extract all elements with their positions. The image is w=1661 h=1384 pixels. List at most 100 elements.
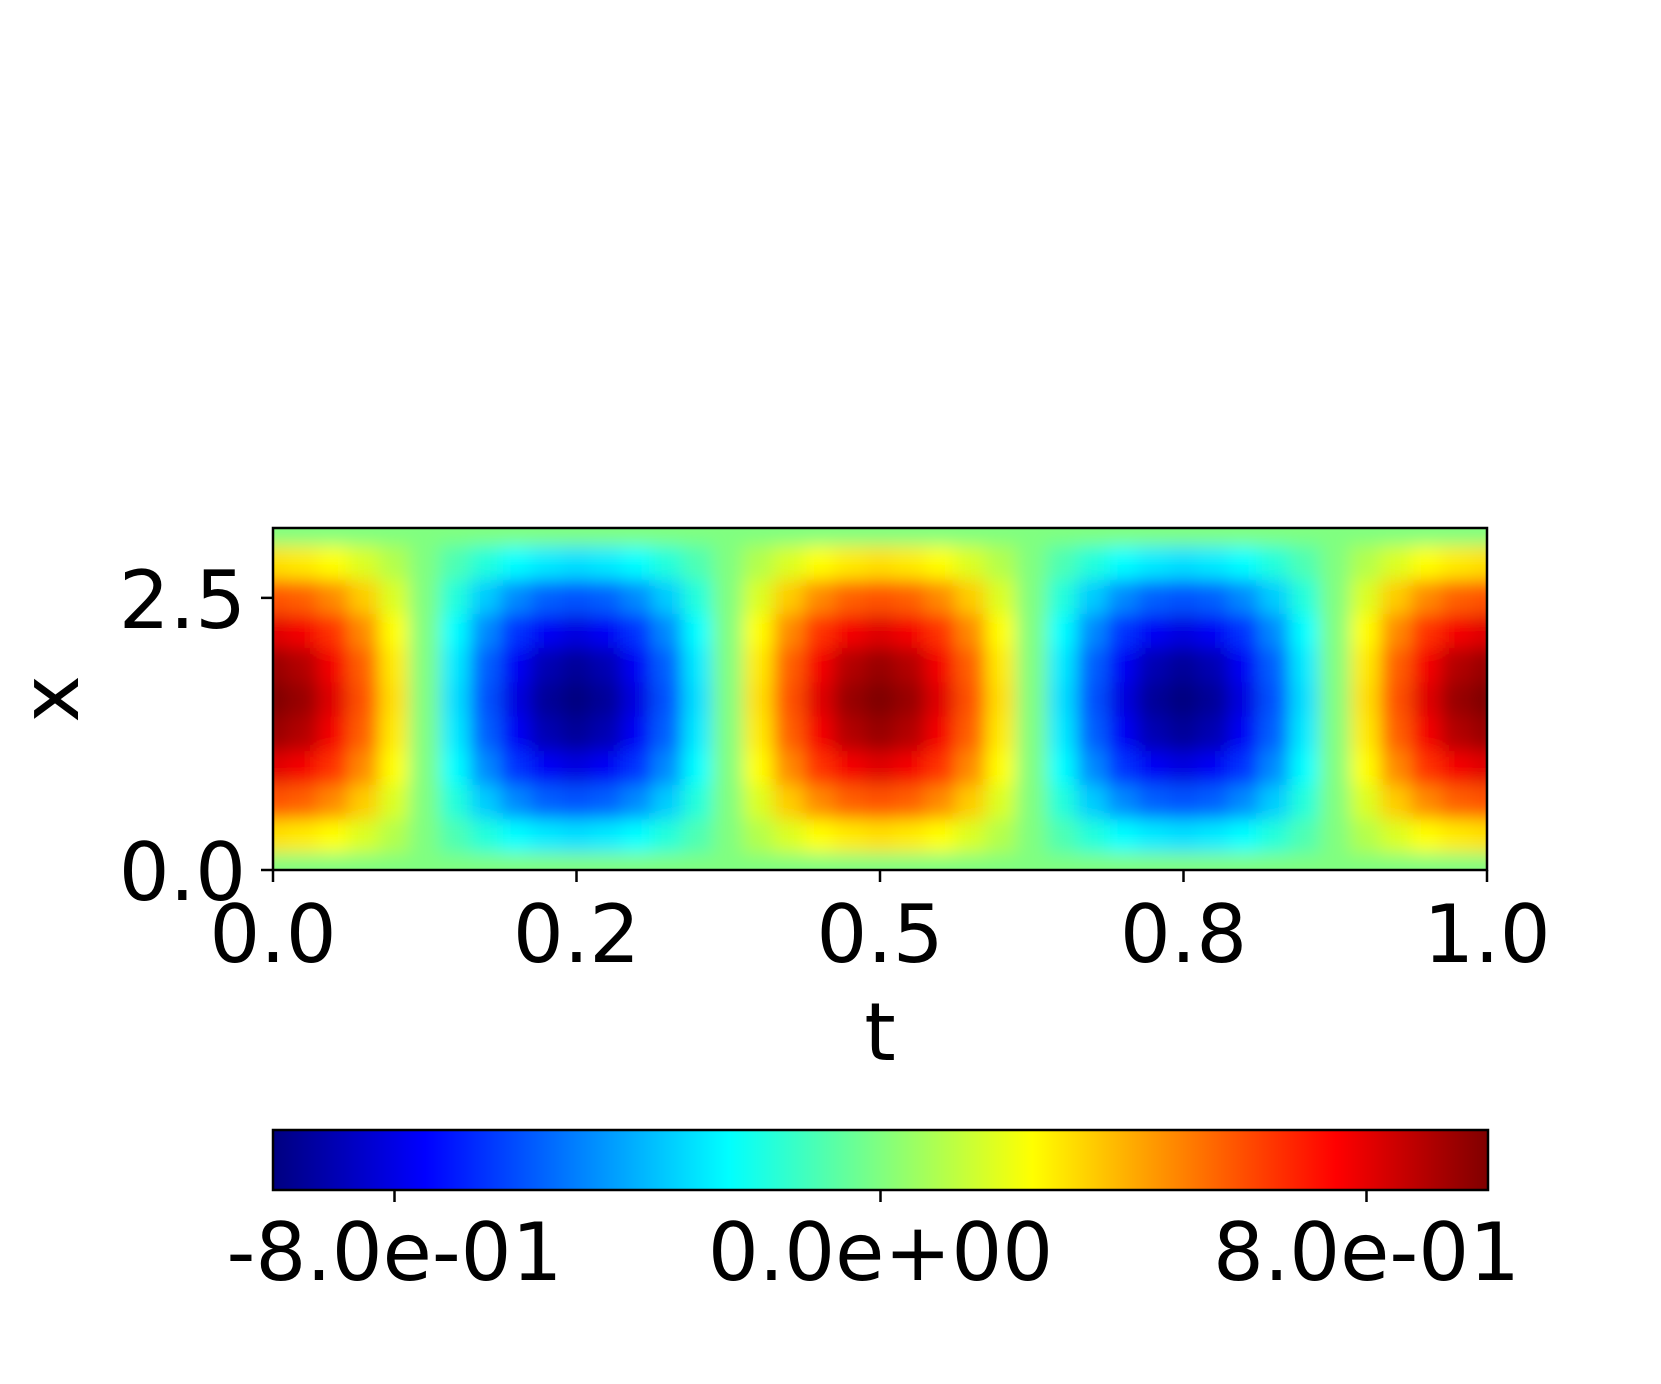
heatmap-cell	[1198, 578, 1230, 615]
heatmap-cell	[1016, 715, 1048, 751]
heatmap-cell	[378, 544, 411, 580]
heatmap-cell	[1471, 647, 1487, 683]
heatmap-cell	[287, 613, 320, 649]
colorbar-tick-label: 8.0e-01	[1213, 1206, 1520, 1299]
heatmap-cell	[348, 647, 380, 683]
heatmap-cell	[651, 715, 684, 751]
x-axis-label: t	[864, 986, 895, 1079]
heatmap-cell	[500, 528, 532, 546]
heatmap-cell	[955, 528, 987, 546]
heatmap-cell	[1198, 749, 1230, 786]
y-tick-label: 2.5	[119, 554, 246, 647]
heatmap-cell	[1471, 528, 1487, 546]
heatmap-cell	[1289, 784, 1321, 820]
heatmap-cell	[682, 852, 714, 870]
heatmap-cell	[530, 681, 562, 717]
heatmap-cell	[1471, 613, 1487, 649]
heatmap-cell	[500, 578, 532, 615]
heatmap-cell	[925, 715, 957, 751]
heatmap-cell	[1228, 749, 1260, 786]
heatmap-cell	[348, 544, 380, 580]
heatmap-cell	[273, 613, 289, 649]
heatmap-cell	[651, 544, 684, 580]
heatmap-cell	[1440, 784, 1473, 820]
heatmap-cell	[1076, 715, 1109, 751]
heatmap-cell	[409, 578, 441, 615]
heatmap-cell	[864, 647, 896, 683]
heatmap-cell	[682, 715, 714, 751]
heatmap-cell	[591, 818, 623, 854]
heatmap-cell	[273, 852, 289, 870]
heatmap-cell	[273, 749, 289, 786]
heatmap-cell	[985, 784, 1018, 820]
heatmap-cell	[530, 647, 562, 683]
heatmap-cell	[925, 528, 957, 546]
heatmap-cell	[985, 613, 1018, 649]
heatmap-cell	[1167, 613, 1200, 649]
heatmap-cell	[803, 544, 835, 580]
heatmap-cell	[1107, 818, 1139, 854]
heatmap-cell	[1289, 681, 1321, 717]
heatmap-cell	[287, 528, 320, 546]
heatmap-cell	[348, 818, 380, 854]
heatmap-cell	[1380, 784, 1412, 820]
y-tick-label: 0.0	[119, 826, 246, 919]
heatmap-cell	[1076, 578, 1109, 615]
heatmap-cell	[500, 681, 532, 717]
heatmap-cell	[1046, 544, 1078, 580]
x-tick-label: 0.2	[513, 888, 640, 981]
heatmap-cell	[1319, 715, 1351, 751]
heatmap-cell	[682, 681, 714, 717]
heatmap-cell	[591, 784, 623, 820]
heatmap-cell	[833, 818, 866, 854]
heatmap-cell	[1319, 749, 1351, 786]
heatmap-cell	[1289, 528, 1321, 546]
heatmap-cell	[742, 852, 775, 870]
heatmap-cell	[1076, 647, 1109, 683]
heatmap-cell	[803, 647, 835, 683]
heatmap-cell	[833, 852, 866, 870]
heatmap-cell	[591, 681, 623, 717]
heatmap-cell	[1046, 647, 1078, 683]
heatmap-cell	[1440, 852, 1473, 870]
heatmap-cell	[530, 818, 562, 854]
heatmap-cell	[773, 749, 805, 786]
heatmap-cell	[864, 715, 896, 751]
heatmap-cell	[1076, 749, 1109, 786]
heatmap-cells	[273, 528, 1487, 870]
heatmap-cell	[894, 715, 927, 751]
heatmap-cell	[273, 528, 289, 546]
heatmap-cell	[1198, 715, 1230, 751]
heatmap-cell	[1349, 852, 1382, 870]
heatmap-cell	[1349, 681, 1382, 717]
heatmap-cell	[1440, 528, 1473, 546]
heatmap-cell	[1258, 784, 1291, 820]
heatmap-cell	[469, 578, 502, 615]
heatmap-cell	[925, 578, 957, 615]
heatmap-cell	[742, 784, 775, 820]
heatmap-cell	[1258, 681, 1291, 717]
heatmap-cell	[439, 681, 471, 717]
heatmap-cell	[469, 647, 502, 683]
heatmap-cell	[1107, 784, 1139, 820]
heatmap-cell	[1410, 784, 1442, 820]
heatmap-cell	[378, 818, 411, 854]
heatmap-cell	[773, 544, 805, 580]
heatmap-cell	[500, 784, 532, 820]
heatmap-cell	[409, 715, 441, 751]
heatmap-cell	[1076, 544, 1109, 580]
heatmap-cell	[712, 681, 744, 717]
heatmap-cell	[1440, 749, 1473, 786]
heatmap-cell	[1258, 544, 1291, 580]
heatmap-cell	[621, 715, 653, 751]
heatmap-cell	[955, 681, 987, 717]
heatmap-cell	[1319, 647, 1351, 683]
heatmap-cell	[985, 818, 1018, 854]
heatmap-cell	[864, 852, 896, 870]
y-axis-label: x	[4, 675, 97, 722]
heatmap-cell	[1107, 613, 1139, 649]
heatmap-cell	[287, 544, 320, 580]
heatmap-cell	[1380, 818, 1412, 854]
heatmap-cell	[1410, 544, 1442, 580]
heatmap-cell	[1319, 681, 1351, 717]
